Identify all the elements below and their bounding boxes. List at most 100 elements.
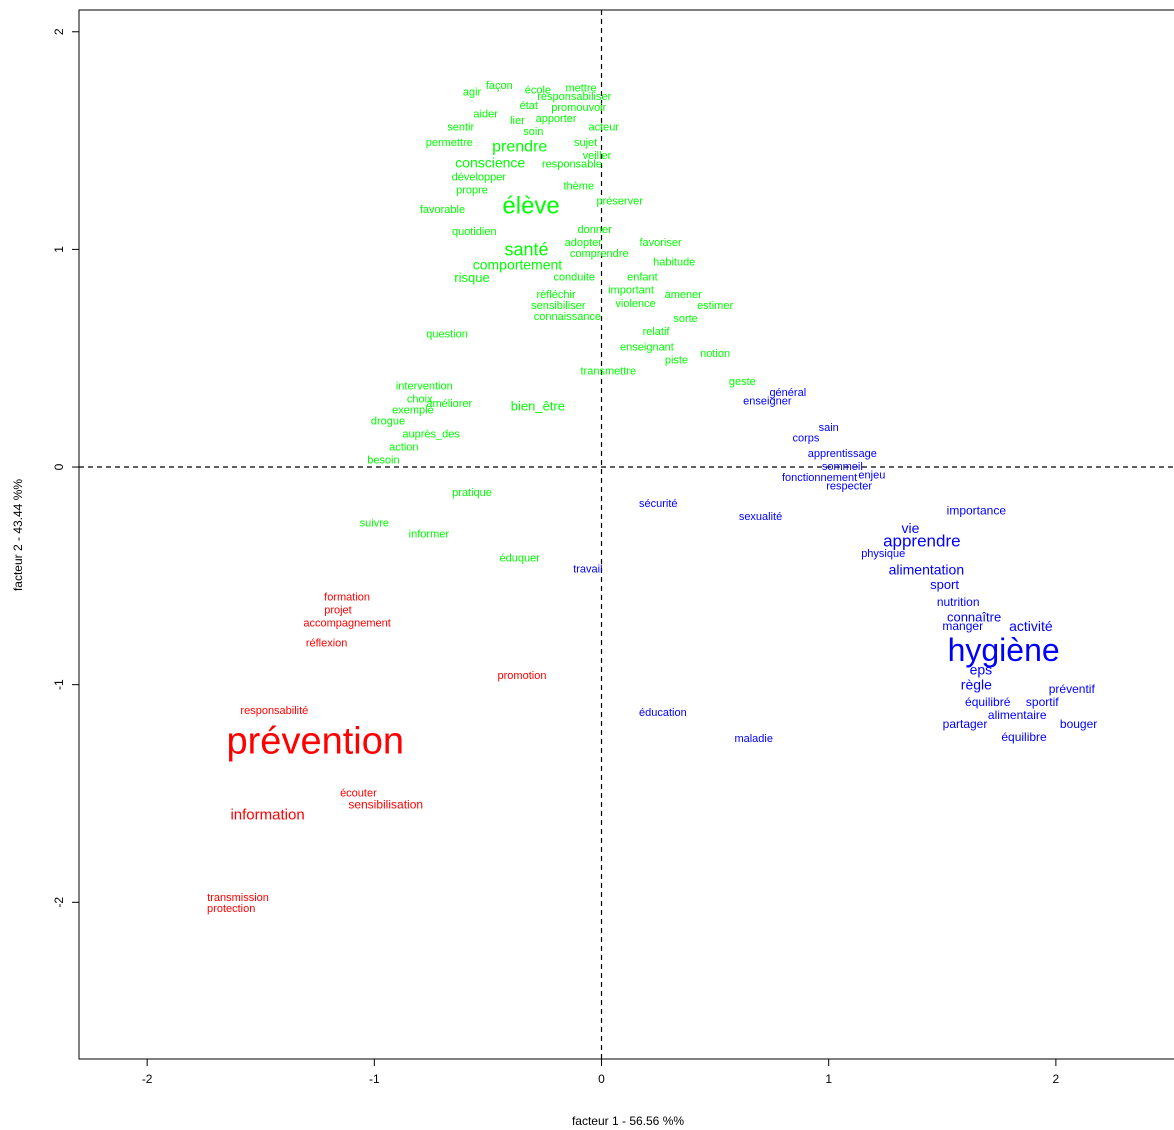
word-label: favorable	[420, 204, 465, 216]
word-label: importance	[947, 504, 1007, 518]
y-tick-label: -1	[52, 679, 66, 690]
word-label: propre	[456, 185, 488, 197]
word-label: promotion	[498, 670, 547, 682]
word-label: élève	[502, 192, 559, 219]
word-label: éduquer	[500, 552, 541, 564]
word-label: enseignant	[620, 341, 674, 353]
word-label: question	[426, 328, 468, 340]
x-tick-label: 1	[825, 1072, 832, 1086]
word-label: comportement	[473, 257, 563, 273]
word-label: santé	[505, 239, 549, 259]
word-label: conduite	[553, 272, 595, 284]
word-label: bouger	[1060, 717, 1097, 731]
word-label: action	[389, 441, 418, 453]
word-label: responsable	[542, 159, 602, 171]
word-label: nutrition	[937, 595, 980, 609]
word-label: vie	[902, 520, 920, 536]
x-tick-label: 2	[1053, 1072, 1060, 1086]
word-label: thème	[564, 180, 595, 192]
word-label: apprentissage	[808, 448, 877, 460]
x-tick-label: -2	[142, 1072, 153, 1086]
word-label: transmettre	[581, 365, 637, 377]
word-label: projet	[324, 605, 352, 617]
word-label: donner	[578, 224, 613, 236]
word-label: règle	[961, 677, 992, 693]
word-label: préserver	[596, 196, 643, 208]
word-label: école	[525, 85, 551, 97]
word-label: responsabilité	[240, 705, 308, 717]
word-label: général	[769, 387, 806, 399]
word-label: développer	[452, 172, 507, 184]
y-axis: -2 -1 0 1 2	[52, 28, 79, 908]
word-label: geste	[729, 376, 756, 388]
plot-frame	[78, 9, 1174, 1060]
word-label: sensibilisation	[348, 797, 423, 811]
word-label: permettre	[426, 137, 473, 149]
word-label: sentir	[447, 122, 474, 134]
word-label: accompagnement	[303, 618, 390, 630]
word-label: agir	[463, 87, 482, 99]
word-label: informer	[409, 529, 450, 541]
word-label: réflexion	[306, 637, 348, 649]
word-label: besoin	[367, 455, 399, 467]
y-tick-label: 1	[52, 246, 66, 253]
word-label: préventif	[1049, 682, 1096, 696]
reference-lines	[79, 10, 1174, 1059]
word-label: information	[230, 807, 304, 824]
word-label: écouter	[340, 787, 377, 799]
word-label: connaissance	[534, 311, 601, 323]
word-label: sujet	[574, 137, 597, 149]
word-label: équilibré	[965, 695, 1011, 709]
word-label: veiller	[583, 150, 612, 162]
word-label: protection	[207, 903, 255, 915]
x-tick-label: -1	[369, 1072, 380, 1086]
word-label: risque	[454, 270, 489, 285]
word-label: réfléchir	[537, 289, 576, 301]
word-label: apprendre	[883, 532, 961, 551]
word-label: piste	[665, 354, 688, 366]
word-label: sportif	[1026, 695, 1059, 709]
word-label: enseigner	[743, 396, 792, 408]
word-label: sain	[819, 422, 839, 434]
word-label: apporter	[536, 113, 577, 125]
word-label: eps	[970, 661, 993, 677]
word-label: notion	[700, 348, 730, 360]
word-label: formation	[324, 592, 370, 604]
word-label: soin	[523, 126, 543, 138]
word-label: suivre	[360, 518, 389, 530]
word-label: enfant	[627, 272, 658, 284]
word-label: enjeu	[858, 470, 885, 482]
word-label: quotidien	[452, 226, 497, 238]
word-label: important	[608, 285, 654, 297]
word-label: hygiène	[948, 632, 1060, 668]
word-label: bien_être	[511, 399, 565, 414]
word-label: éducation	[639, 707, 687, 719]
word-label: lier	[510, 115, 525, 127]
word-label: responsabiliser	[537, 91, 611, 103]
word-label: physique	[861, 548, 905, 560]
word-label: mettre	[565, 82, 596, 94]
word-label: sport	[930, 577, 959, 592]
word-label: promouvoir	[551, 102, 606, 114]
y-tick-label: 0	[52, 463, 66, 470]
word-label: drogue	[371, 415, 405, 427]
word-label: sécurité	[639, 498, 678, 510]
word-label: sexualité	[739, 511, 782, 523]
word-label: connaître	[947, 610, 1001, 625]
y-tick-label: 2	[52, 28, 66, 35]
word-label: conscience	[455, 154, 525, 170]
x-tick-label: 0	[598, 1072, 605, 1086]
word-label: maladie	[734, 733, 773, 745]
word-label: relatif	[643, 326, 671, 338]
word-label: équilibre	[1001, 730, 1047, 744]
word-label: activité	[1009, 618, 1053, 634]
word-label: amener	[665, 289, 703, 301]
word-label: acteur	[588, 122, 619, 134]
word-label: corps	[793, 433, 820, 445]
word-label: comprendre	[570, 248, 629, 260]
word-label: travail	[573, 563, 602, 575]
x-axis-label: facteur 1 - 56.56 %%	[572, 1114, 684, 1128]
word-label: estimer	[697, 300, 733, 312]
